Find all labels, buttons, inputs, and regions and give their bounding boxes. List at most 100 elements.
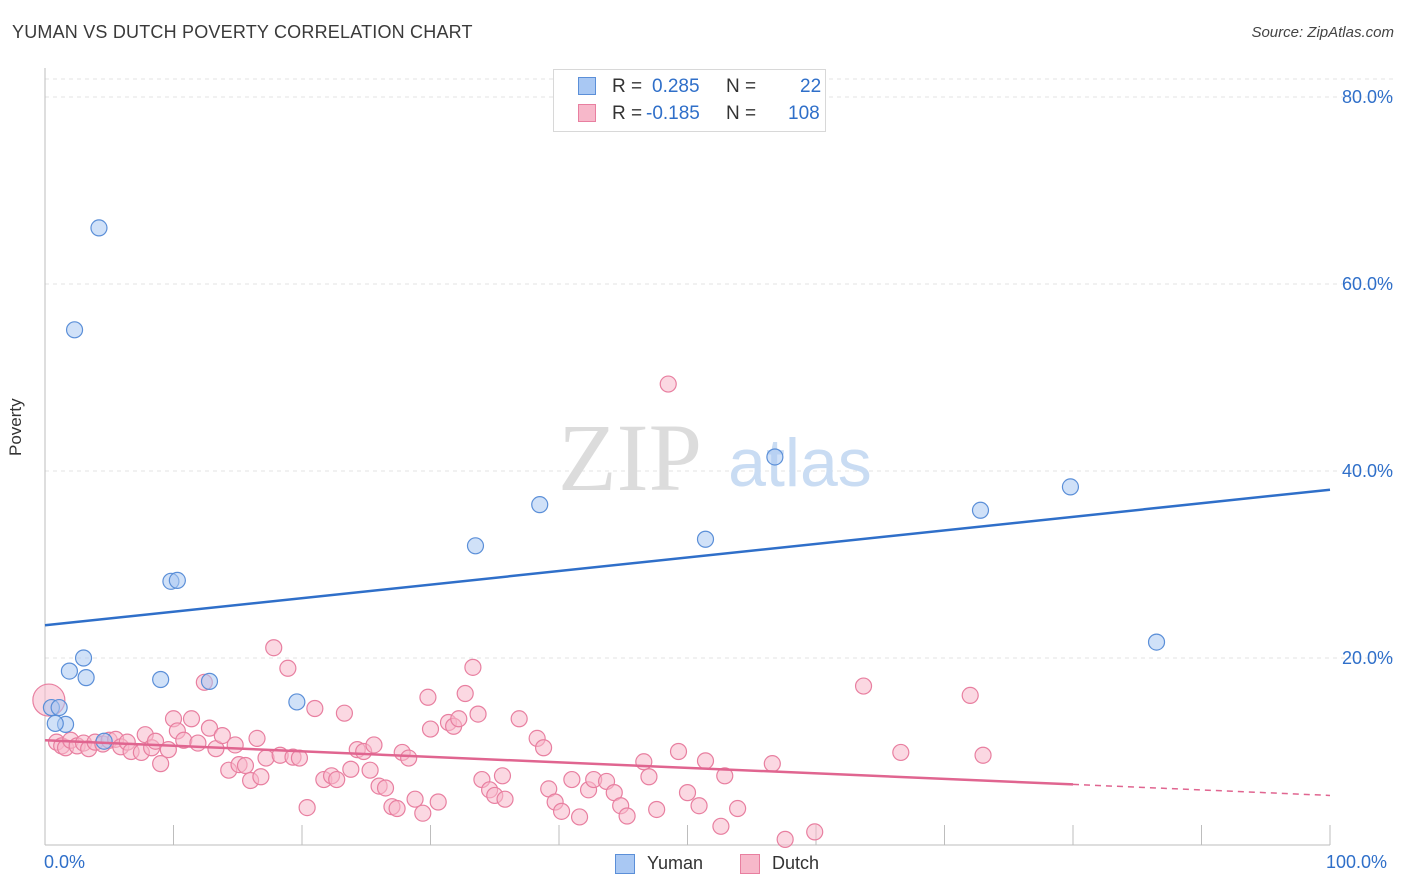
x-tick-label-min: 0.0% bbox=[44, 852, 86, 872]
trend-lines bbox=[44, 488, 1331, 797]
y-axis-label: Poverty bbox=[6, 398, 25, 456]
dutch-point-101 bbox=[763, 755, 781, 773]
yuman-point-19 bbox=[1061, 478, 1080, 496]
yuman-point-4 bbox=[65, 321, 84, 339]
dutch-point-64 bbox=[429, 793, 447, 811]
dutch-point-49 bbox=[342, 760, 360, 778]
watermark-atlas: atlas bbox=[728, 425, 872, 501]
dutch-point-103 bbox=[806, 823, 824, 841]
dutch-point-48 bbox=[335, 704, 354, 722]
grid-lines bbox=[45, 78, 1393, 659]
dutch-point-67 bbox=[450, 710, 468, 728]
dutch-point-96 bbox=[690, 797, 708, 815]
dutch-point-31 bbox=[226, 736, 244, 754]
dutch-point-24 bbox=[182, 710, 201, 728]
yuman-point-7 bbox=[90, 219, 108, 237]
dutch-point-33 bbox=[236, 756, 255, 775]
y-tick-label-2: 60.0% bbox=[1342, 274, 1393, 294]
dutch-swatch bbox=[578, 104, 596, 122]
yuman-point-16 bbox=[696, 530, 715, 548]
r-label: R = bbox=[612, 76, 643, 97]
n-label: N = bbox=[726, 76, 757, 97]
dutch-point-61 bbox=[414, 804, 432, 822]
r-label: R = bbox=[612, 103, 643, 124]
dutch-point-62 bbox=[419, 688, 437, 706]
dutch-legend-swatch bbox=[740, 854, 760, 874]
dutch-point-40 bbox=[279, 659, 297, 677]
dutch-point-37 bbox=[257, 749, 275, 767]
y-tick-label-0: 20.0% bbox=[1342, 648, 1393, 668]
dutch-point-44 bbox=[306, 699, 324, 718]
y-tick-label-3: 80.0% bbox=[1342, 87, 1393, 107]
dutch-point-78 bbox=[534, 739, 553, 757]
yuman-point-6 bbox=[77, 669, 95, 687]
yuman-point-20 bbox=[1147, 633, 1166, 651]
dutch-point-105 bbox=[892, 743, 910, 762]
dutch-r-value: -0.185 bbox=[646, 103, 700, 124]
dutch-point-20 bbox=[159, 741, 177, 759]
yuman-point-18 bbox=[971, 501, 990, 519]
dutch-point-99 bbox=[716, 767, 734, 785]
yuman-point-5 bbox=[74, 649, 93, 667]
yuman-legend-label: Yuman bbox=[647, 853, 704, 873]
yuman-point-11 bbox=[168, 571, 186, 589]
dutch-point-63 bbox=[421, 720, 440, 738]
dutch-point-107 bbox=[974, 746, 992, 764]
dutch-point-29 bbox=[213, 727, 231, 745]
yuman-point-8 bbox=[95, 732, 113, 750]
chart-title: YUMAN VS DUTCH POVERTY CORRELATION CHART bbox=[12, 22, 473, 42]
dutch-point-53 bbox=[365, 736, 383, 754]
yuman-point-1 bbox=[50, 698, 68, 717]
dutch-point-97 bbox=[696, 752, 715, 770]
dutch-point-94 bbox=[669, 742, 688, 761]
dutch-point-83 bbox=[570, 808, 589, 826]
dutch-point-76 bbox=[510, 710, 528, 728]
y-tick-labels: 20.0% 40.0% 60.0% 80.0% bbox=[1342, 87, 1393, 668]
dutch-point-106 bbox=[961, 686, 979, 705]
dutch-point-70 bbox=[469, 705, 487, 723]
dutch-point-104 bbox=[854, 677, 873, 695]
yuman-point-14 bbox=[466, 537, 485, 555]
dutch-point-27 bbox=[200, 719, 219, 737]
dutch-point-43 bbox=[298, 798, 316, 817]
watermark: ZIP atlas bbox=[558, 404, 872, 511]
yuman-point-9 bbox=[152, 670, 170, 689]
dutch-point-59 bbox=[400, 749, 418, 767]
dutch-n-value: 108 bbox=[788, 103, 820, 124]
dutch-point-19 bbox=[152, 755, 170, 773]
dutch-point-57 bbox=[388, 799, 406, 818]
x-tick-label-max: 100.0% bbox=[1326, 852, 1388, 872]
yuman-point-15 bbox=[531, 496, 549, 514]
yuman-point-17 bbox=[766, 448, 784, 466]
dutch-point-100 bbox=[729, 799, 747, 818]
dutch-point-68 bbox=[456, 684, 474, 703]
dutch-point-74 bbox=[493, 767, 512, 785]
dutch-point-36 bbox=[252, 768, 270, 786]
yuman-point-21 bbox=[46, 714, 64, 733]
dutch-point-69 bbox=[464, 658, 482, 676]
dutch-point-35 bbox=[248, 729, 266, 748]
y-tick-label-1: 40.0% bbox=[1342, 461, 1393, 481]
yuman-n-value: 22 bbox=[800, 76, 822, 97]
yuman-r-value: 0.285 bbox=[652, 76, 700, 97]
yuman-legend-swatch bbox=[615, 854, 635, 874]
correlation-legend: R = 0.285 N = 22 R = -0.185 N = 108 bbox=[553, 69, 826, 132]
dutch-point-55 bbox=[376, 779, 395, 797]
dutch-point-98 bbox=[712, 817, 730, 835]
n-label: N = bbox=[726, 103, 757, 124]
dutch-trend-line-extrapolated bbox=[1072, 783, 1331, 797]
dutch-point-47 bbox=[328, 770, 346, 789]
dutch-point-52 bbox=[361, 761, 379, 779]
dutch-point-102 bbox=[776, 830, 794, 848]
dutch-point-93 bbox=[659, 375, 677, 393]
yuman-point-12 bbox=[200, 672, 219, 690]
dutch-point-25 bbox=[189, 734, 207, 752]
dutch-point-60 bbox=[406, 790, 424, 808]
dutch-point-81 bbox=[552, 802, 571, 820]
dutch-point-92 bbox=[648, 800, 666, 819]
yuman-trend-line bbox=[44, 488, 1331, 627]
chart-source: Source: ZipAtlas.com bbox=[1251, 24, 1394, 41]
dutch-point-38 bbox=[265, 639, 283, 657]
dutch-point-95 bbox=[678, 784, 697, 802]
